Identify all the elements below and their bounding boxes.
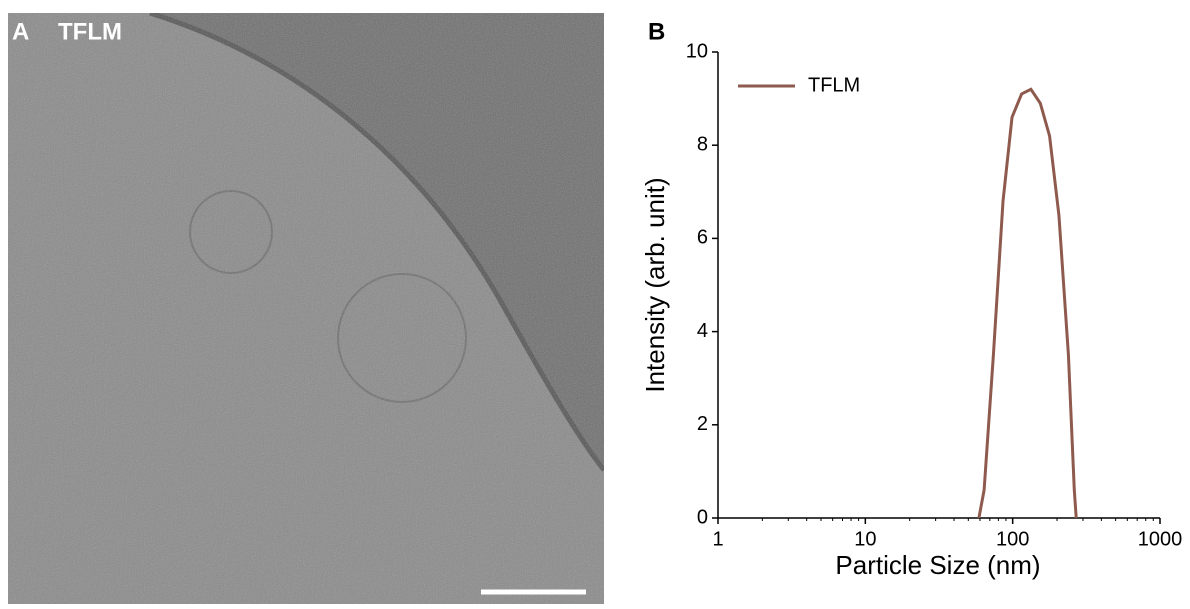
- y-tick-label: 10: [686, 40, 708, 62]
- panel-label: B: [648, 18, 665, 45]
- y-tick-label: 8: [697, 133, 708, 155]
- y-tick-label: 4: [697, 320, 708, 342]
- x-axis-label: Particle Size (nm): [835, 550, 1040, 580]
- panel-title: TFLM: [58, 18, 122, 45]
- series-line: [977, 87, 1078, 519]
- x-tick-label: 100: [996, 528, 1029, 550]
- x-tick-label: 1000: [1138, 528, 1183, 550]
- micrograph: [8, 13, 604, 604]
- y-axis-label: Intensity (arb. unit): [640, 177, 670, 392]
- x-tick-label: 10: [854, 528, 876, 550]
- x-tick-label: 1: [712, 528, 723, 550]
- y-tick-label: 0: [697, 506, 708, 528]
- panel-label: A: [12, 18, 29, 45]
- y-tick-label: 6: [697, 227, 708, 249]
- y-tick-label: 2: [697, 413, 708, 435]
- legend-label: TFLM: [808, 74, 860, 96]
